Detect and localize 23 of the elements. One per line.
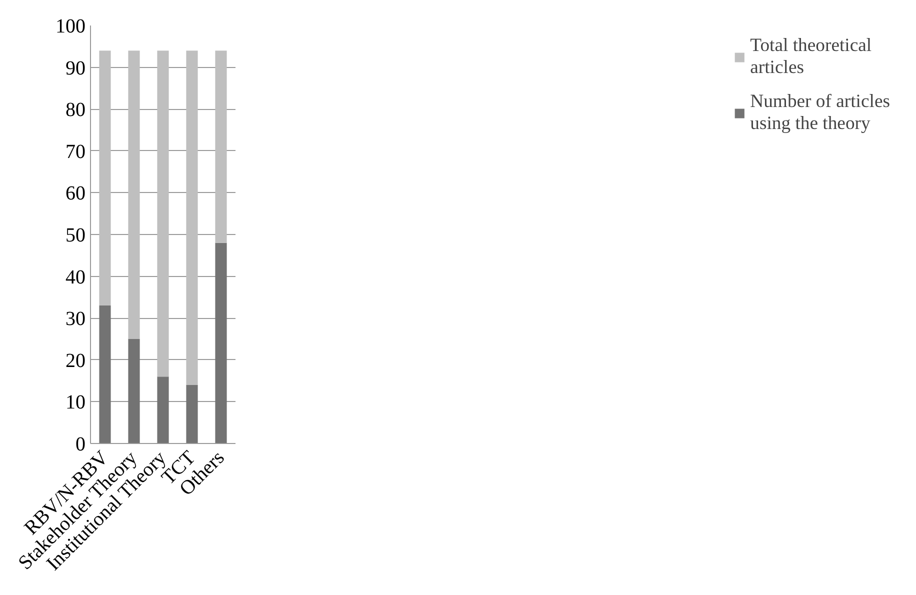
y-tick-label: 30 [66,308,86,330]
y-tick-label: 20 [66,350,86,372]
bar [215,242,227,444]
legend-label: Total theoretical articles [750,35,872,79]
y-tick-label: 80 [66,99,86,122]
y-tick-label: 10 [66,392,86,414]
bar [186,50,198,385]
legend-label: Number of articles using the theory [750,91,890,135]
y-tick-label: 50 [66,224,86,246]
y-tick-label: 100 [56,16,86,38]
y-tick-label: 60 [66,182,86,205]
bar [215,50,227,243]
y-tick-label: 40 [66,266,86,288]
bar [99,306,111,444]
bar [157,50,169,377]
y-tick-label: 90 [66,57,86,80]
bar [128,50,140,339]
bar [157,376,169,444]
y-tick-label: 0 [76,434,86,456]
bar [128,339,140,444]
bar [186,384,198,444]
y-tick-label: 70 [66,140,86,163]
bar [99,50,111,306]
